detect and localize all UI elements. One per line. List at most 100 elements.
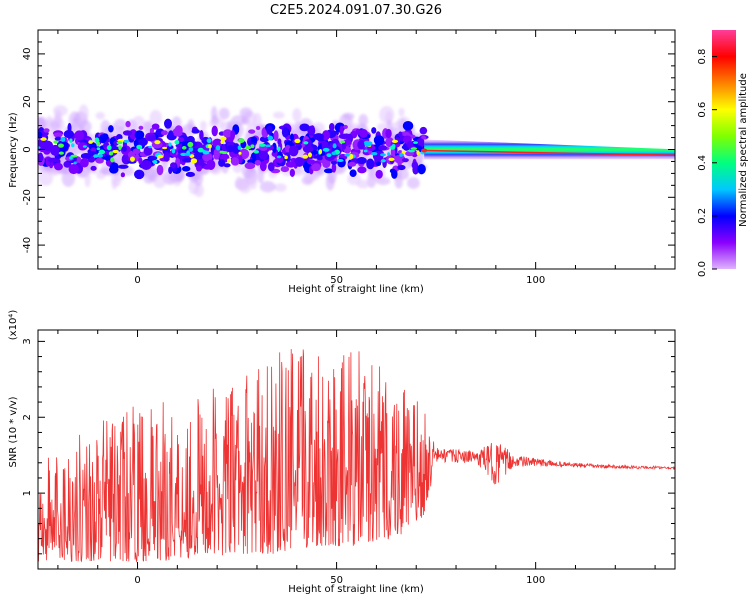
spectrogram-core-blob: [149, 127, 155, 134]
spectrogram-hot-blob: [220, 136, 227, 141]
spectrogram-core-blob: [367, 160, 373, 167]
spectrogram-halo-blob: [218, 107, 230, 120]
spectrogram-hot-blob: [303, 141, 309, 145]
spectrogram-core-blob: [288, 145, 299, 157]
spectrogram-hot-blob: [265, 144, 272, 148]
spectrogram-core-blob: [322, 130, 330, 141]
spectrogram-core-blob: [146, 134, 157, 142]
spectrogram-hot-blob: [136, 144, 143, 150]
spectrogram-hot-blob: [96, 141, 100, 147]
spectrogram-hot-blob: [88, 140, 93, 144]
spectrogram-core-blob: [134, 130, 145, 140]
spectrogram-hot-blob: [380, 153, 386, 157]
snr-ytick-label: 1: [22, 490, 33, 496]
spectrogram-core-blob: [343, 124, 348, 129]
colorbar: 0.0 0.2 0.4 0.6 0.8 Normalized spectral ampl…: [697, 30, 749, 277]
spectrogram-hot-blob: [181, 146, 187, 150]
spectrogram-core-blob: [222, 129, 233, 138]
spectrogram-core-blob: [117, 164, 129, 169]
spectrogram-core-blob: [402, 158, 409, 163]
spectrogram-hot-blob: [73, 161, 77, 165]
spectrogram-core-blob: [38, 139, 47, 150]
spectrogram-core-blob: [90, 165, 97, 171]
spectrogram-hot-blob: [168, 142, 172, 147]
colorbar-tick-label: 0.8: [697, 49, 708, 65]
spectrogram-core-blob: [181, 157, 193, 163]
spectrogram-core-blob: [163, 151, 170, 162]
spectrogram-core-blob: [258, 149, 269, 160]
spectrogram-core-blob: [227, 144, 235, 153]
spectrogram-core-blob: [339, 125, 344, 136]
spectrogram-hot-blob: [219, 150, 225, 154]
spectrogram-core-blob: [230, 156, 240, 166]
spectrogram-core-blob: [311, 163, 321, 172]
spectrogram-hot-blob: [69, 138, 73, 143]
snr-ytick-label: 3: [22, 338, 33, 344]
spectrogram-hot-blob: [388, 157, 395, 162]
snr-xtick-label: 100: [526, 575, 545, 586]
spectrogram-halo-blob: [231, 115, 246, 126]
spectrogram-core-blob: [411, 161, 419, 170]
spectrogram-hot-blob: [284, 155, 288, 160]
spectrogram-hot-blob: [364, 142, 372, 147]
spectrogram-hot-blob: [340, 140, 346, 144]
spectrogram-core-blob: [375, 169, 383, 179]
spectrogram-core-blob: [419, 126, 428, 135]
spectrogram-core-blob: [95, 157, 104, 164]
spectrogram-hot-blob: [387, 152, 391, 156]
spectrogram-halo-blob: [238, 178, 252, 194]
spectrogram-core-blob: [138, 125, 144, 130]
spectrogram-hot-blob: [253, 150, 260, 154]
spectrogram-core-blob: [38, 131, 43, 138]
spectrogram-hot-blob: [69, 156, 73, 160]
snr-ytick-label: 2: [22, 414, 33, 420]
spectrogram-hot-blob: [380, 159, 386, 163]
spectrogram-hot-blob: [60, 136, 66, 142]
spectrogram-core-blob: [138, 137, 148, 147]
spectrogram-hot-blob: [106, 145, 112, 151]
spectrogram-core-blob: [218, 159, 226, 167]
spectrogram-halo-blob: [84, 170, 91, 188]
spectrogram-hot-blob: [171, 148, 176, 154]
spectrogram-core-blob: [385, 128, 392, 139]
spectrogram-halo-blob: [68, 111, 81, 129]
spectrogram-core-blob: [202, 152, 213, 162]
snr-panel: 0 50 100 1 2 3 Height of straight line (km) S…: [8, 310, 676, 595]
spectrogram-hot-blob: [197, 147, 204, 153]
spectrogram-hot-blob: [267, 135, 274, 141]
spectrogram-hot-blob: [332, 143, 337, 149]
spectrogram-hot-blob: [408, 149, 416, 153]
spectrogram-core-blob: [203, 164, 212, 170]
spectrogram-core-blob: [359, 128, 368, 138]
spectrogram-core-blob: [250, 136, 258, 144]
spectrogram-hot-blob: [294, 138, 301, 144]
spectrogram-core-blob: [371, 127, 377, 134]
spectrogram-core-blob: [109, 162, 119, 172]
spectrogram-hot-blob: [208, 144, 212, 149]
spectrogram-xtick-label: 100: [526, 275, 545, 286]
spectrogram-core-blob: [289, 168, 295, 177]
spectrogram-core-blob: [133, 169, 145, 180]
spectrogram-core-blob: [212, 138, 223, 148]
spectrogram-hot-blob: [337, 159, 344, 162]
spectrogram-hot-blob: [154, 140, 161, 145]
spectrogram-core-blob: [347, 161, 357, 167]
spectrogram-halo-blob: [273, 111, 285, 119]
spectrogram-halo-blob: [78, 104, 89, 123]
spectrogram-core-blob: [102, 133, 109, 141]
spectrogram-core-blob: [47, 157, 58, 163]
spectrogram-halo-blob: [168, 172, 184, 183]
spectrogram-hot-blob: [391, 139, 399, 143]
spectrogram-core-blob: [299, 123, 310, 132]
spectrogram-core-blob: [294, 157, 305, 167]
spectrogram-hot-blob: [238, 151, 242, 155]
spectrogram-ytick-label: -40: [22, 237, 33, 253]
spectrogram-hot-blob: [318, 149, 323, 155]
spectrogram-hot-blob: [331, 151, 337, 156]
spectrogram-hot-blob: [401, 150, 406, 154]
spectrogram-halo-blob: [122, 166, 135, 177]
spectrogram-peak-line: [424, 149, 675, 157]
spectrogram-halo-blob: [398, 107, 405, 117]
spectrogram-core-blob: [289, 133, 295, 141]
spectrogram-halo-blob: [38, 170, 54, 186]
